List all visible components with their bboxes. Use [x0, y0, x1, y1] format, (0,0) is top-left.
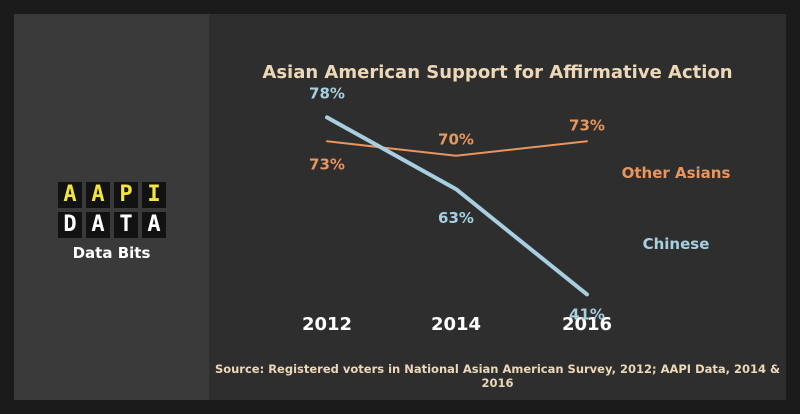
x-tick-label: 2012	[302, 314, 352, 335]
data-label: 73%	[309, 155, 345, 173]
logo-letter: A	[86, 182, 110, 208]
logo-letter: T	[114, 212, 138, 238]
logo-row-data: D A T A	[58, 212, 166, 238]
logo-tagline: Data Bits	[72, 244, 151, 262]
series-line-chinese	[325, 115, 589, 297]
data-label: 41%	[569, 305, 605, 323]
data-label: 70%	[438, 131, 474, 149]
series-label: Chinese	[643, 235, 710, 253]
source-note: Source: Registered voters in National As…	[214, 362, 781, 390]
logo-letter: I	[142, 182, 166, 208]
series-lines	[325, 115, 589, 297]
x-axis-ticks: 2012 2014 2016	[302, 314, 612, 335]
x-tick-label: 2014	[431, 314, 481, 335]
series-labels: Other Asians Chinese	[622, 164, 731, 253]
logo-letter: P	[114, 182, 138, 208]
data-label: 63%	[438, 209, 474, 227]
data-label: 78%	[309, 84, 345, 102]
logo-letter: A	[58, 182, 82, 208]
logo-letter: D	[58, 212, 82, 238]
data-label: 73%	[569, 116, 605, 134]
aapi-data-logo: A A P I D A T A	[58, 182, 166, 242]
series-label: Other Asians	[622, 164, 731, 182]
side-panel: A A P I D A T A Data Bits	[14, 14, 209, 400]
logo-letter: A	[86, 212, 110, 238]
data-labels: 73% 70% 73% 78% 63% 41%	[309, 84, 605, 323]
x-tick-label: 2016	[562, 314, 612, 335]
series-line-other-asians	[326, 140, 588, 157]
logo-letter: A	[142, 212, 166, 238]
chart-title: Asian American Support for Affirmative A…	[262, 62, 733, 83]
logo-row-aapi: A A P I	[58, 182, 166, 208]
